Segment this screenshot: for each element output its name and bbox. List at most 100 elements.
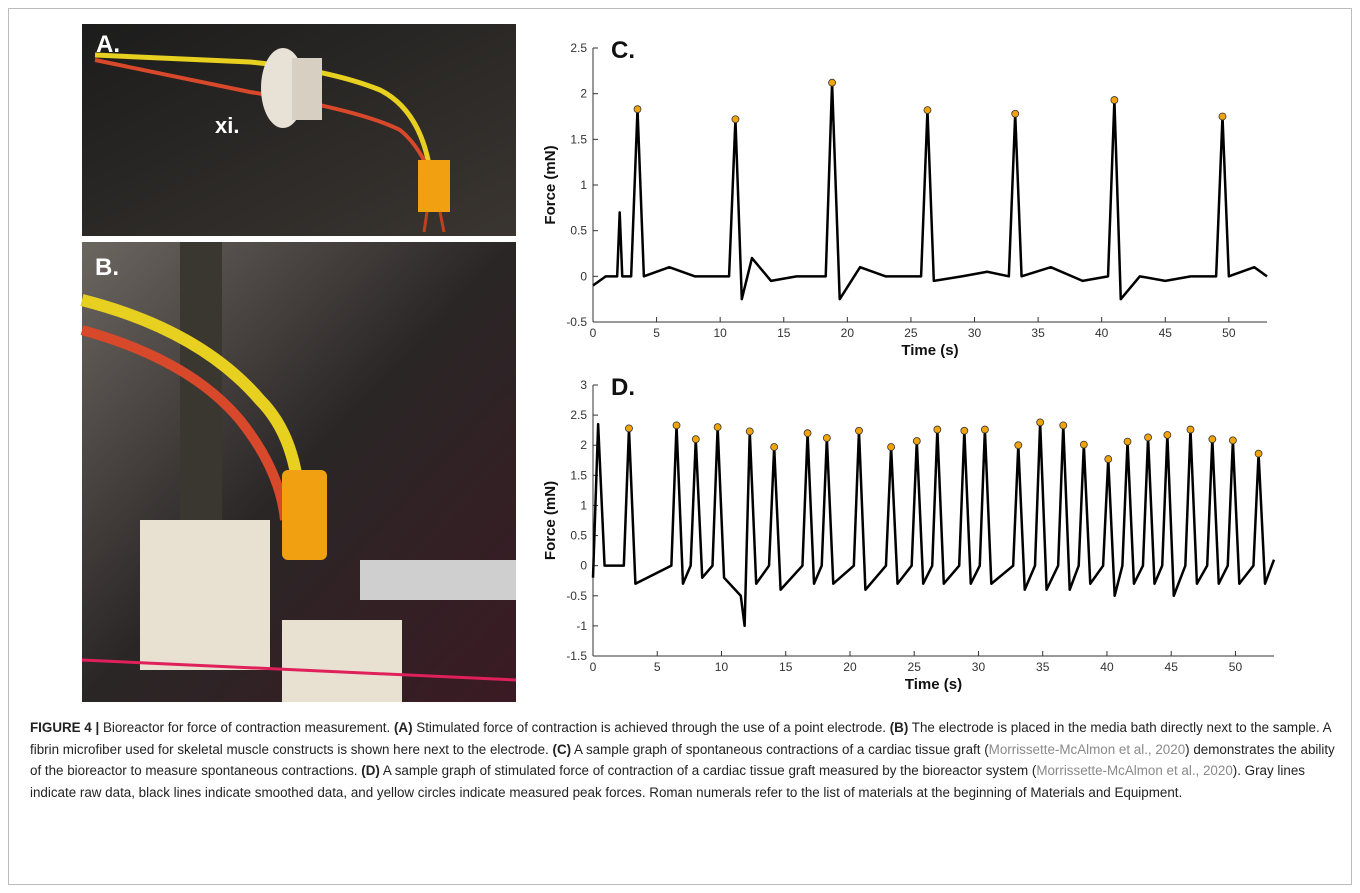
caption: FIGURE 4 | Bioreactor for force of contr… bbox=[30, 717, 1335, 803]
caption-text: Bioreactor for force of contraction meas… bbox=[99, 720, 394, 735]
x-tick-label: 35 bbox=[1036, 660, 1050, 674]
peak-marker bbox=[923, 106, 932, 115]
peak-marker bbox=[933, 425, 942, 434]
x-tick-label: 0 bbox=[590, 660, 597, 674]
y-tick-label: 1 bbox=[580, 178, 587, 192]
peak-marker bbox=[625, 424, 633, 433]
x-tick-label: 25 bbox=[904, 326, 918, 340]
caption-text: The electrode is placed in the media bat… bbox=[30, 720, 1331, 757]
peak-marker bbox=[770, 443, 779, 451]
peak-marker bbox=[745, 427, 754, 436]
y-axis-label: Force (mN) bbox=[542, 481, 559, 560]
chart: -1.5-1-0.500.511.522.530 5 10 15 20 25 30 35 40 4… bbox=[542, 374, 1276, 693]
x-tick-label: 40 bbox=[1095, 326, 1109, 340]
peak-marker bbox=[672, 421, 681, 430]
x-tick-label: 40 bbox=[1100, 660, 1114, 674]
smoothed-line bbox=[592, 81, 1268, 301]
peak-marker bbox=[1163, 431, 1172, 439]
citation-link[interactable]: Morrissette-McAlmon et al., 2020 bbox=[988, 741, 1186, 757]
x-tick-label: 50 bbox=[1222, 326, 1236, 340]
x-tick-label: 25 bbox=[908, 660, 922, 674]
x-tick-label: 20 bbox=[841, 326, 855, 340]
caption-text: (D) bbox=[361, 763, 380, 778]
peak-marker bbox=[1123, 437, 1132, 446]
y-tick-label: -0.5 bbox=[566, 589, 587, 603]
chart: -0.500.511.522.50 5 10 15 20 25 30 35 40 45 50C.Ti… bbox=[542, 37, 1268, 359]
x-tick-label: 45 bbox=[1159, 326, 1173, 340]
y-tick-label: -1 bbox=[576, 619, 587, 633]
peak-marker bbox=[1011, 109, 1020, 118]
caption-text: (B) bbox=[889, 720, 909, 735]
caption-text: (A) bbox=[393, 720, 413, 735]
peak-marker bbox=[1228, 436, 1237, 445]
y-tick-label: 2 bbox=[580, 438, 587, 452]
x-axis-label: Time (s) bbox=[901, 342, 958, 359]
y-tick-label: 1.5 bbox=[570, 132, 587, 146]
x-tick-label: 30 bbox=[972, 660, 986, 674]
peak-marker bbox=[912, 437, 921, 445]
peak-marker bbox=[960, 426, 969, 435]
caption-text: A sample graph of spontaneous contractio… bbox=[571, 741, 989, 757]
x-tick-label: 30 bbox=[968, 326, 982, 340]
x-tick-label: 20 bbox=[843, 660, 857, 674]
peak-marker bbox=[822, 434, 831, 442]
peak-marker bbox=[887, 443, 895, 451]
smoothed-line bbox=[591, 421, 1276, 628]
peak-marker bbox=[980, 425, 989, 434]
y-tick-label: 1 bbox=[580, 498, 587, 512]
peak-marker bbox=[1144, 433, 1152, 442]
peak-marker bbox=[1208, 435, 1217, 444]
y-tick-label: 2.5 bbox=[570, 41, 587, 55]
peak-marker bbox=[855, 426, 863, 435]
y-tick-label: -1.5 bbox=[566, 649, 587, 663]
x-tick-label: 35 bbox=[1031, 326, 1045, 340]
peak-marker bbox=[1079, 440, 1088, 449]
peak-marker bbox=[691, 435, 700, 444]
y-tick-label: 0 bbox=[580, 559, 587, 573]
photo-b: B. bbox=[80, 242, 517, 702]
peak-marker bbox=[1186, 425, 1195, 434]
y-tick-label: 0.5 bbox=[570, 529, 587, 543]
caption-text: ). Gray lines indicate raw data, black l… bbox=[30, 763, 1305, 800]
numeral-label: xi. bbox=[215, 113, 239, 138]
x-tick-label: 50 bbox=[1229, 660, 1243, 674]
x-tick-label: 10 bbox=[715, 660, 729, 674]
x-tick-label: 15 bbox=[777, 326, 791, 340]
y-tick-label: 0.5 bbox=[570, 224, 587, 238]
peak-marker bbox=[1110, 96, 1119, 104]
peak-marker bbox=[633, 105, 642, 114]
panel-label: D. bbox=[611, 374, 635, 401]
peak-marker bbox=[828, 78, 836, 87]
peak-marker bbox=[731, 115, 740, 124]
x-axis-label: Time (s) bbox=[905, 676, 962, 693]
peak-marker bbox=[803, 429, 812, 438]
caption-text: A sample graph of stimulated force of co… bbox=[379, 763, 1037, 778]
caption-text: ) demonstrates the ability of the biorea… bbox=[30, 741, 1335, 779]
figure: A. xi. B. -0.500.511.522.50 5 10 15 20 25 30 35… bbox=[80, 24, 1276, 702]
photo-a: A. xi. bbox=[82, 24, 516, 236]
caption-text: (C) bbox=[552, 741, 572, 757]
x-tick-label: 10 bbox=[713, 326, 727, 340]
peak-marker bbox=[1014, 441, 1023, 450]
y-tick-label: 1.5 bbox=[570, 468, 587, 482]
peak-marker bbox=[1059, 421, 1068, 430]
peak-marker bbox=[1254, 449, 1263, 458]
x-tick-label: 45 bbox=[1165, 660, 1179, 674]
citation-link[interactable]: Morrissette-McAlmon et al., 2020 bbox=[1036, 763, 1233, 778]
y-tick-label: 2 bbox=[580, 87, 587, 101]
caption-text: FIGURE 4 | bbox=[30, 720, 100, 735]
figure-frame bbox=[8, 8, 1352, 885]
panel-label: B. bbox=[95, 254, 119, 281]
peak-marker bbox=[713, 423, 722, 432]
y-tick-label: -0.5 bbox=[566, 315, 587, 329]
peak-marker bbox=[1036, 418, 1045, 427]
peak-marker bbox=[1104, 455, 1113, 463]
y-tick-label: 0 bbox=[580, 269, 587, 283]
x-tick-label: 0 bbox=[590, 326, 597, 340]
panel-label: C. bbox=[611, 37, 635, 64]
panel-label: A. bbox=[96, 31, 120, 58]
peak-marker bbox=[1218, 112, 1227, 121]
caption-text: Stimulated force of contraction is achie… bbox=[412, 720, 890, 735]
x-tick-label: 15 bbox=[779, 660, 793, 674]
